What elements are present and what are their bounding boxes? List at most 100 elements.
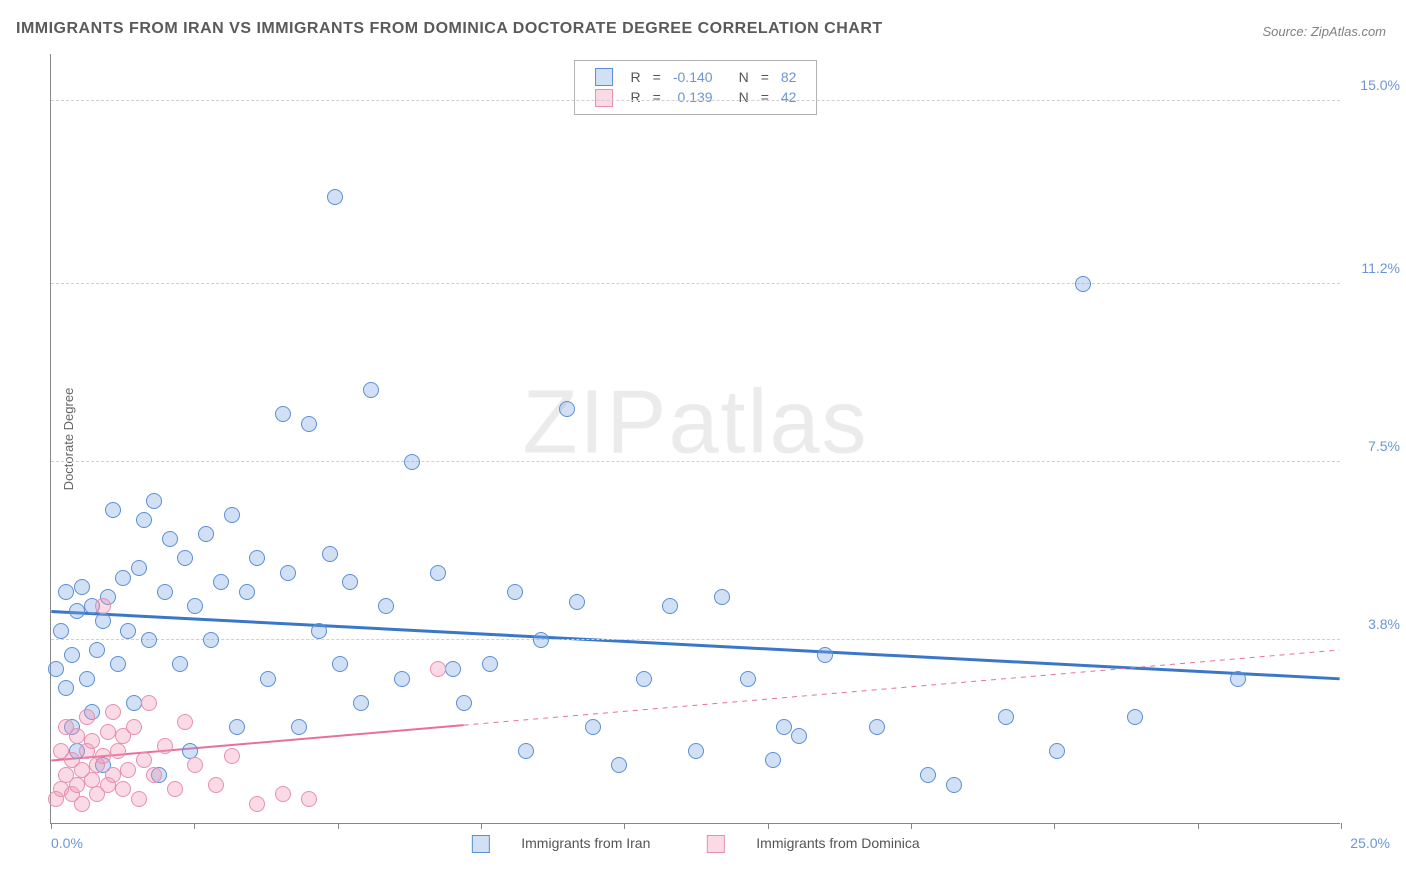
- x-axis-max-label: 25.0%: [1350, 835, 1390, 851]
- data-point-iran: [404, 454, 420, 470]
- data-point-iran: [507, 584, 523, 600]
- x-tick: [338, 823, 339, 829]
- stats-table: R=-0.140N=82R=0.139N=42: [589, 67, 803, 108]
- x-tick: [481, 823, 482, 829]
- r-value: -0.140: [667, 67, 719, 87]
- data-point-dominica: [131, 791, 147, 807]
- data-point-iran: [110, 656, 126, 672]
- data-point-iran: [280, 565, 296, 581]
- data-point-iran: [213, 574, 229, 590]
- data-point-iran: [260, 671, 276, 687]
- data-point-iran: [456, 695, 472, 711]
- x-tick: [911, 823, 912, 829]
- data-point-iran: [559, 401, 575, 417]
- data-point-iran: [1127, 709, 1143, 725]
- data-point-iran: [58, 680, 74, 696]
- data-point-dominica: [187, 757, 203, 773]
- data-point-iran: [177, 550, 193, 566]
- x-tick: [1198, 823, 1199, 829]
- x-tick: [194, 823, 195, 829]
- r-value: 0.139: [667, 87, 719, 107]
- eq-label: =: [755, 87, 775, 107]
- data-point-iran: [58, 584, 74, 600]
- data-point-dominica: [126, 719, 142, 735]
- data-point-iran: [311, 623, 327, 639]
- stats-row-dominica: R=0.139N=42: [589, 87, 803, 107]
- legend-item: Immigrants from Dominica: [692, 835, 933, 851]
- data-point-iran: [120, 623, 136, 639]
- data-point-iran: [445, 661, 461, 677]
- data-point-dominica: [141, 695, 157, 711]
- eq-label: =: [755, 67, 775, 87]
- data-point-dominica: [79, 709, 95, 725]
- data-point-iran: [79, 671, 95, 687]
- data-point-iran: [569, 594, 585, 610]
- data-point-iran: [157, 584, 173, 600]
- data-point-dominica: [120, 762, 136, 778]
- data-point-iran: [765, 752, 781, 768]
- legend-label: Immigrants from Iran: [521, 835, 650, 851]
- data-point-iran: [946, 777, 962, 793]
- data-point-dominica: [275, 786, 291, 802]
- stats-row-iran: R=-0.140N=82: [589, 67, 803, 87]
- data-point-iran: [322, 546, 338, 562]
- data-point-iran: [482, 656, 498, 672]
- data-point-iran: [342, 574, 358, 590]
- data-point-iran: [224, 507, 240, 523]
- data-point-iran: [585, 719, 601, 735]
- data-point-iran: [740, 671, 756, 687]
- n-value: 42: [775, 87, 803, 107]
- x-tick: [624, 823, 625, 829]
- data-point-iran: [89, 642, 105, 658]
- swatch-icon: [595, 89, 613, 107]
- source-attribution: Source: ZipAtlas.com: [1262, 24, 1386, 39]
- data-point-iran: [53, 623, 69, 639]
- data-point-dominica: [105, 704, 121, 720]
- data-point-iran: [141, 632, 157, 648]
- x-tick: [1341, 823, 1342, 829]
- trend-line-dashed-dominica: [464, 650, 1340, 725]
- data-point-iran: [920, 767, 936, 783]
- data-point-iran: [275, 406, 291, 422]
- data-point-iran: [533, 632, 549, 648]
- data-point-iran: [198, 526, 214, 542]
- trend-line-iran: [51, 612, 1339, 679]
- data-point-iran: [776, 719, 792, 735]
- gridline: [51, 639, 1340, 640]
- trend-lines-layer: [51, 54, 1340, 823]
- data-point-iran: [611, 757, 627, 773]
- series-legend: Immigrants from Iran Immigrants from Dom…: [443, 835, 947, 853]
- legend-label: Immigrants from Dominica: [756, 835, 919, 851]
- legend-item: Immigrants from Iran: [457, 835, 664, 851]
- eq-label: =: [647, 87, 667, 107]
- x-axis-min-label: 0.0%: [51, 835, 83, 851]
- y-tick-label: 7.5%: [1368, 438, 1400, 454]
- data-point-iran: [131, 560, 147, 576]
- data-point-iran: [301, 416, 317, 432]
- n-value: 82: [775, 67, 803, 87]
- data-point-iran: [353, 695, 369, 711]
- data-point-iran: [791, 728, 807, 744]
- data-point-dominica: [95, 748, 111, 764]
- y-tick-label: 3.8%: [1368, 616, 1400, 632]
- gridline: [51, 100, 1340, 101]
- data-point-dominica: [157, 738, 173, 754]
- data-point-iran: [64, 647, 80, 663]
- data-point-dominica: [146, 767, 162, 783]
- data-point-iran: [187, 598, 203, 614]
- data-point-dominica: [110, 743, 126, 759]
- data-point-iran: [239, 584, 255, 600]
- data-point-iran: [714, 589, 730, 605]
- chart-title: IMMIGRANTS FROM IRAN VS IMMIGRANTS FROM …: [16, 20, 883, 38]
- n-label: N: [733, 67, 755, 87]
- data-point-dominica: [69, 728, 85, 744]
- r-label: R: [625, 87, 647, 107]
- data-point-dominica: [95, 598, 111, 614]
- data-point-iran: [126, 695, 142, 711]
- data-point-iran: [1075, 276, 1091, 292]
- data-point-dominica: [249, 796, 265, 812]
- data-point-iran: [518, 743, 534, 759]
- data-point-iran: [105, 502, 121, 518]
- data-point-iran: [146, 493, 162, 509]
- data-point-iran: [363, 382, 379, 398]
